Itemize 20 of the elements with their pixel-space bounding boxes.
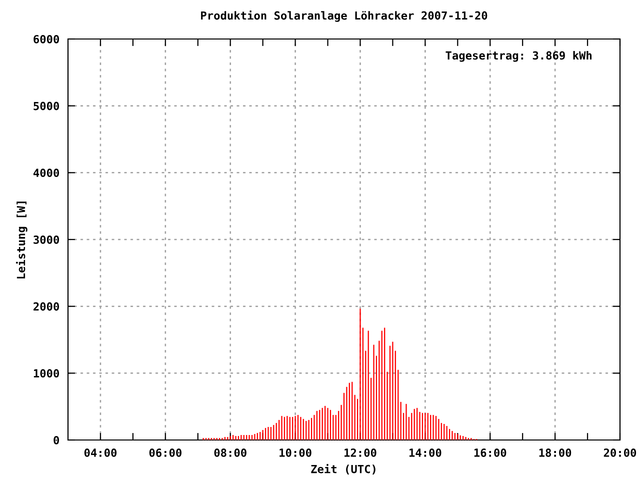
annotation: Tagesertrag: 3.869 kWh — [446, 51, 592, 62]
x-tick-label: 18:00 — [539, 448, 572, 457]
x-axis-title: Zeit (UTC) — [311, 464, 376, 475]
chart-title: Produktion Solaranlage Löhracker 2007-11-20 — [201, 10, 488, 22]
x-tick-label: 12:00 — [344, 448, 376, 457]
x-tick-label: 06:00 — [149, 448, 182, 457]
y-tick-label: 4000 — [33, 168, 59, 178]
x-tick-label: 10:00 — [280, 448, 312, 457]
x-tick-label: 14:00 — [409, 448, 442, 457]
y-tick-label: 5000 — [34, 102, 59, 110]
y-axis-title: Leistung [W] — [16, 202, 28, 278]
y-tick-label: 3000 — [34, 235, 59, 244]
x-tick-label: 08:00 — [214, 448, 246, 457]
y-tick-label: 2000 — [34, 302, 59, 311]
x-tick-label: 16:00 — [474, 448, 506, 457]
x-tick-label: 20:00 — [604, 448, 636, 457]
x-tick-label: 04:00 — [84, 448, 117, 457]
y-tick-label: 6000 — [34, 34, 59, 44]
y-tick-label: 1000 — [34, 369, 59, 378]
y-tick-label: 0 — [54, 436, 59, 444]
